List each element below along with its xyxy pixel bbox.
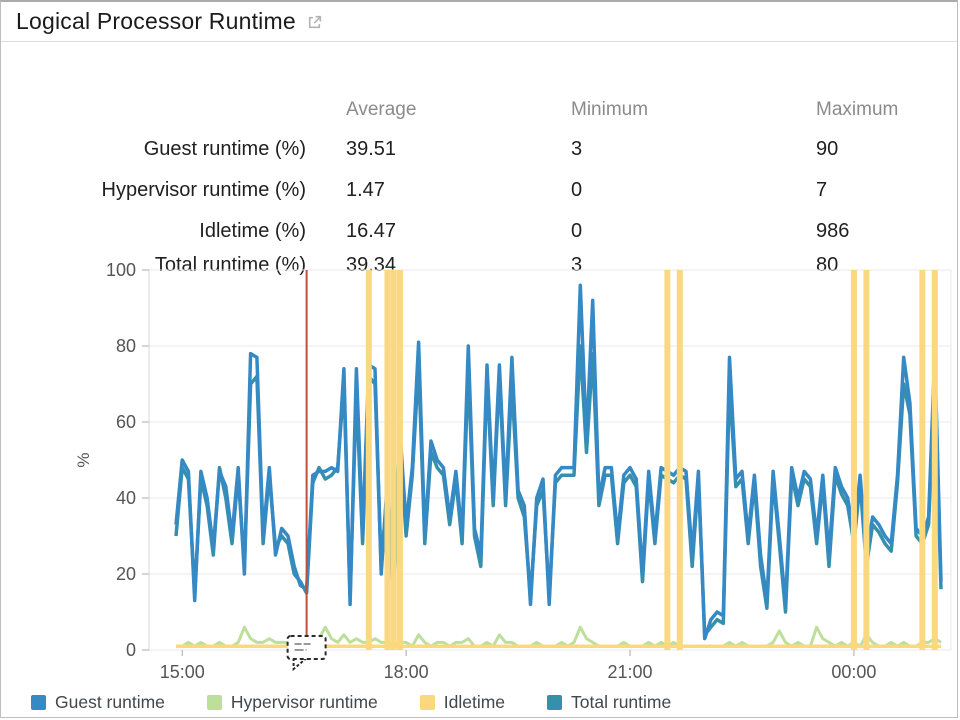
y-tick-label: 60 [116,412,136,432]
idletime-swatch [419,695,435,710]
row-label-idletime: Idletime (%) [199,220,306,242]
guest-runtime-swatch [31,695,46,710]
guest-runtime-line [174,283,943,641]
hypervisor-maximum-value: 7 [816,179,828,201]
idletime-minimum-value: 0 [571,220,583,242]
annotation-note-icon[interactable] [286,635,327,672]
x-tick-label: 00:00 [831,662,876,682]
y-tick-label: 0 [126,640,136,660]
legend-item-guest-runtime[interactable]: Guest runtime [31,692,165,713]
x-tick-label: 15:00 [160,662,205,682]
page-title: Logical Processor Runtime [16,8,296,34]
total-runtime-legend-label: Total runtime [571,692,672,712]
idletime-average-value: 16.47 [346,220,397,242]
hypervisor-runtime-swatch [206,695,222,710]
idletime-legend-label: Idletime [443,692,506,712]
column-header-average: Average [346,99,417,120]
runtime-chart[interactable]: 0 20 40 60 80 100 15:00 18:00 21:00 00:00% [1,255,958,687]
external-link-icon[interactable] [306,14,323,31]
legend-item-total-runtime[interactable]: Total runtime [547,692,671,713]
guest-minimum-value: 3 [571,138,583,160]
guest-average-value: 39.51 [346,138,397,160]
hypervisor-minimum-value: 0 [571,179,583,201]
x-tick-label: 21:00 [608,662,653,682]
y-tick-label: 80 [116,336,136,356]
row-label-guest-runtime: Guest runtime (%) [143,138,306,160]
guest-maximum-value: 90 [816,138,839,160]
runtime-chart-svg[interactable]: 0 20 40 60 80 100 15:00 18:00 21:00 00:00% [1,255,958,687]
chart-legend: Guest runtime Hypervisor runtime Idletim… [1,692,957,713]
y-tick-label: 100 [106,260,136,280]
idletime-maximum-value: 986 [816,220,850,242]
legend-item-hypervisor-runtime[interactable]: Hypervisor runtime [206,692,378,713]
y-axis-label: % [74,452,93,467]
legend-item-idletime[interactable]: Idletime [419,692,506,713]
y-tick-label: 40 [116,488,136,508]
total-runtime-line [174,344,943,637]
column-header-minimum: Minimum [571,99,649,120]
stats-table: Average Minimum Maximum Guest runtime (%… [1,42,957,276]
y-tick-label: 20 [116,564,136,584]
total-runtime-swatch [547,695,563,710]
total-minimum-value: 3 [571,254,583,276]
row-label-hypervisor-runtime: Hypervisor runtime (%) [101,179,306,201]
hypervisor-average-value: 1.47 [346,179,385,201]
widget-titlebar: Logical Processor Runtime [1,2,957,42]
hypervisor-runtime-legend-label: Hypervisor runtime [230,692,378,712]
x-tick-label: 18:00 [384,662,429,682]
column-header-maximum: Maximum [816,99,899,120]
guest-runtime-legend-label: Guest runtime [55,692,165,712]
